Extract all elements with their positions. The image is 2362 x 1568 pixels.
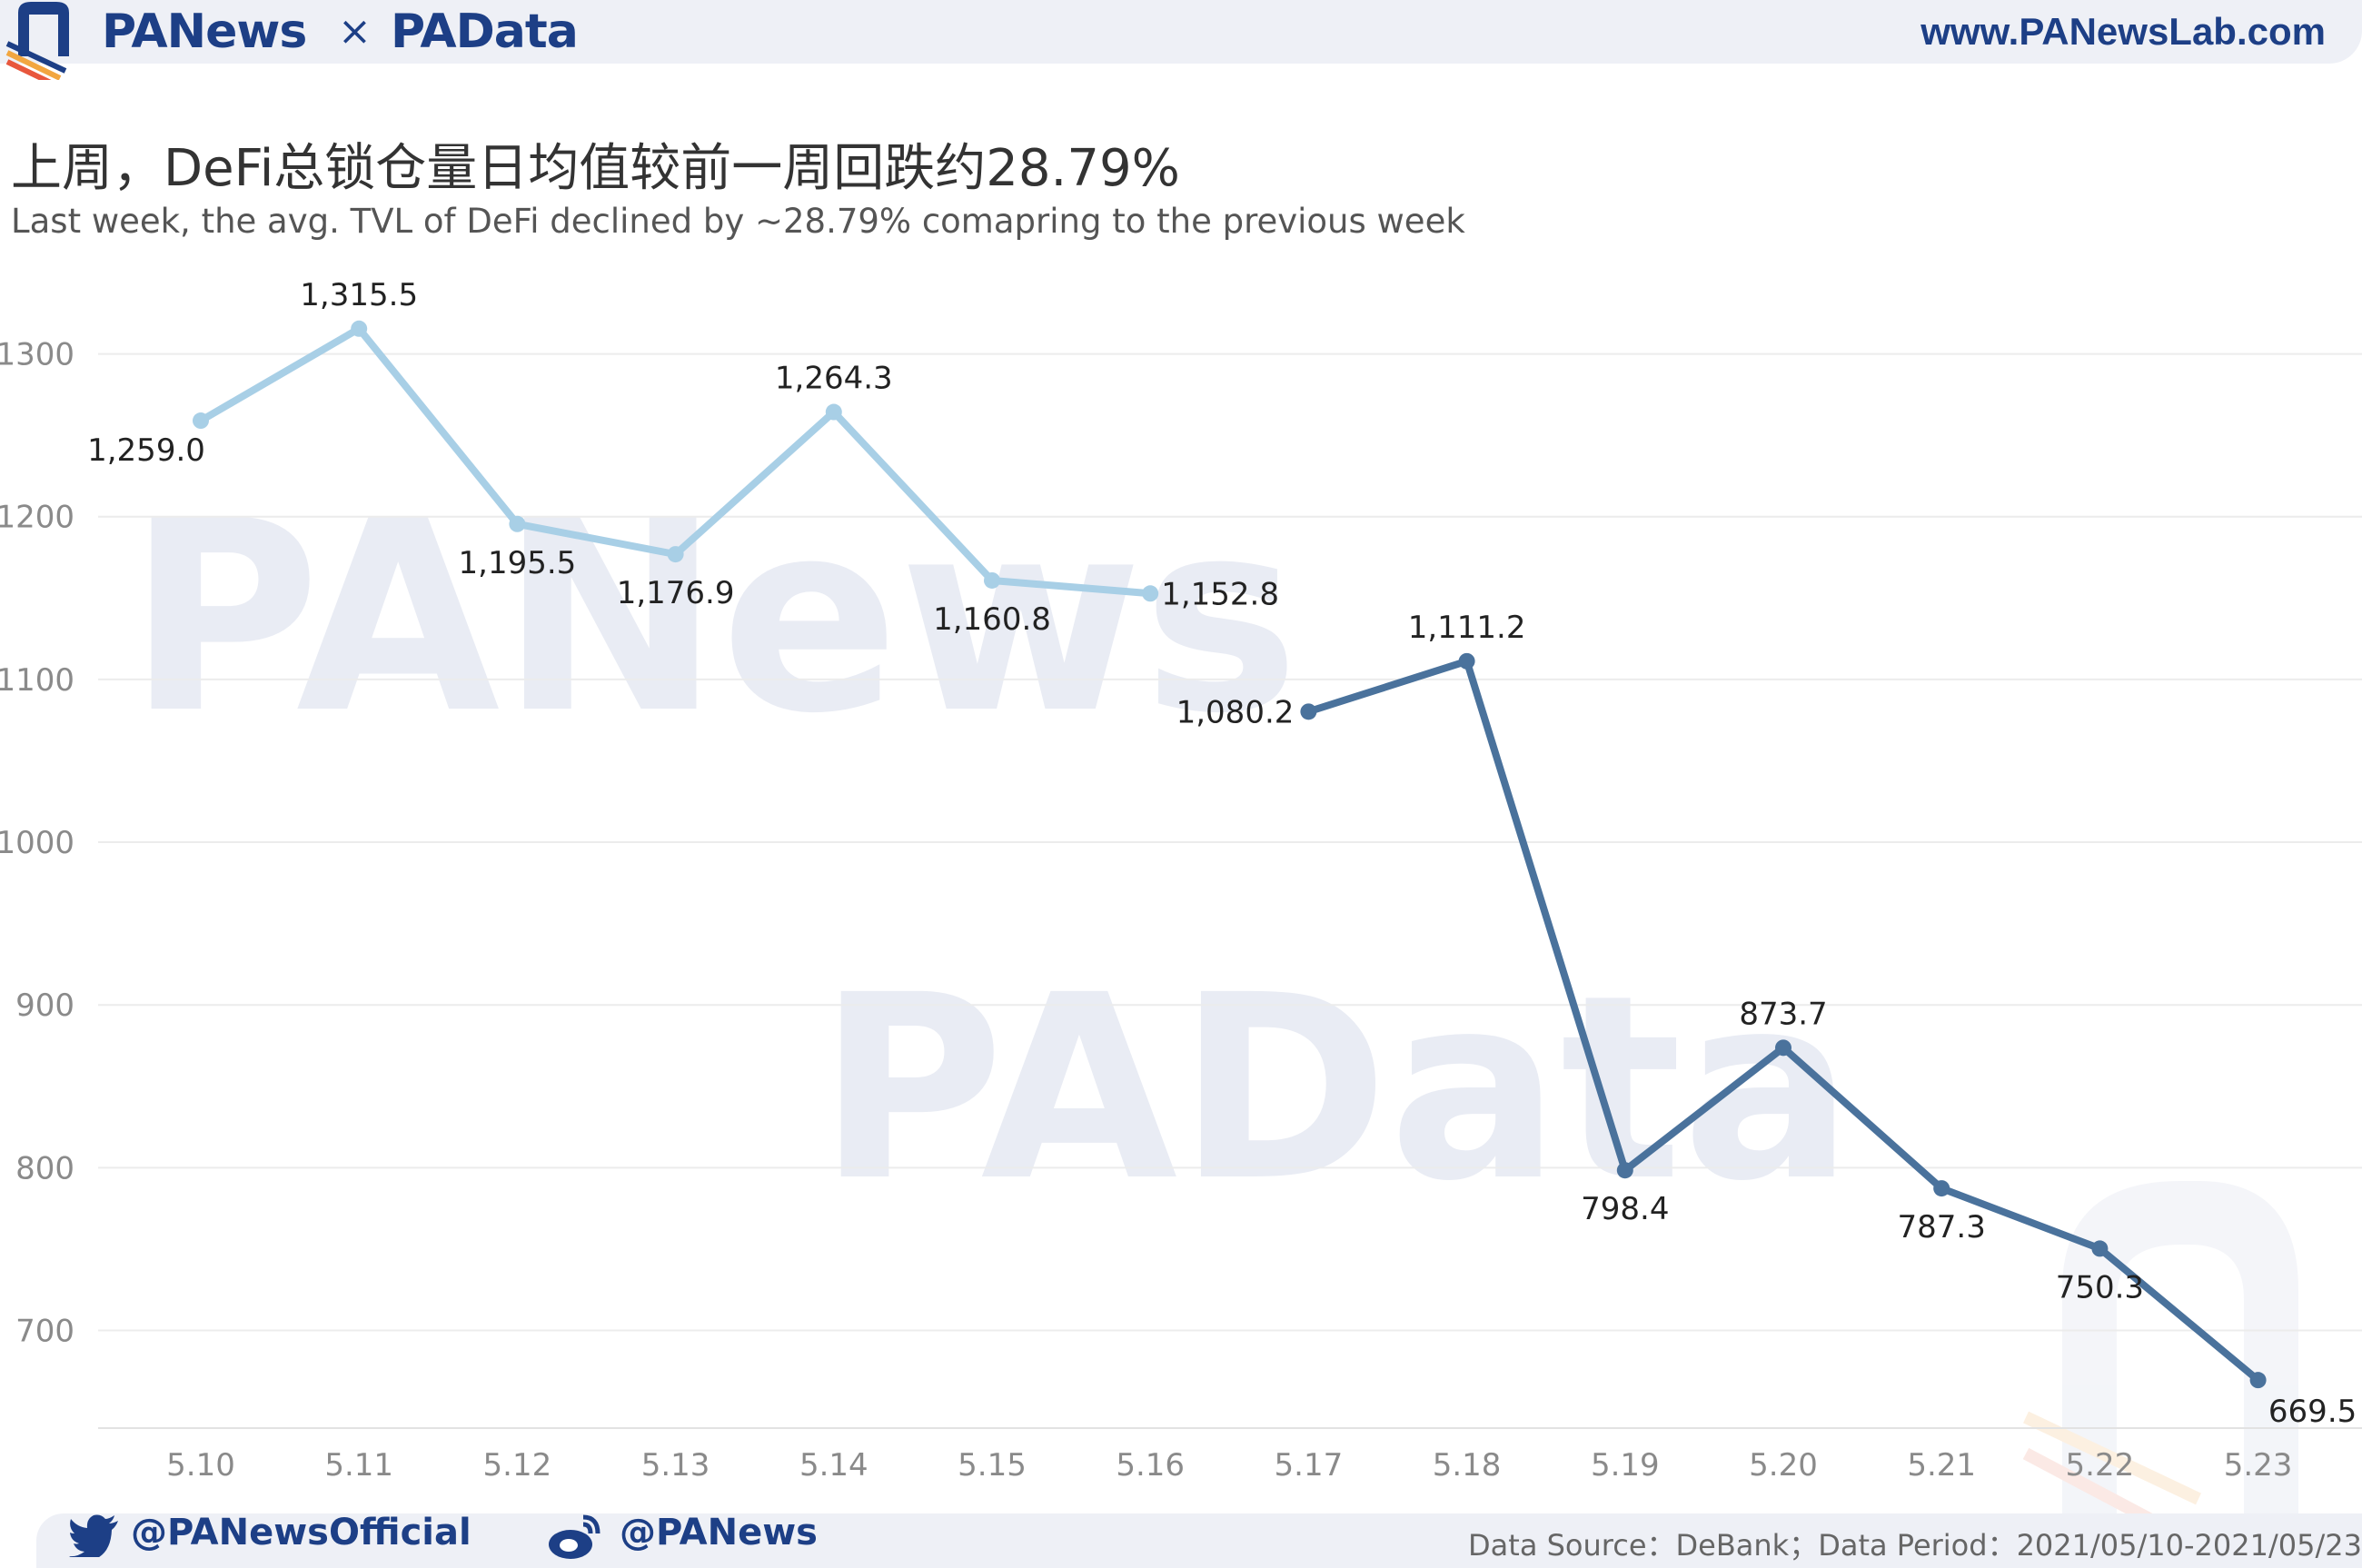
data-label: 1,152.8 [1161, 576, 1279, 612]
x-tick-label: 5.20 [1749, 1447, 1818, 1484]
data-point [667, 546, 684, 563]
data-point [1616, 1162, 1633, 1179]
data-point [509, 515, 526, 532]
y-tick-label: 1300 [0, 337, 74, 373]
data-point [825, 403, 842, 421]
data-label: 1,264.3 [775, 361, 893, 397]
data-point [1458, 652, 1475, 670]
x-tick-label: 5.19 [1591, 1447, 1660, 1484]
x-tick-label: 5.10 [166, 1447, 235, 1484]
data-label: 873.7 [1739, 996, 1827, 1032]
data-point [2249, 1372, 2267, 1389]
data-label: 1,160.8 [933, 601, 1051, 638]
brand-panews: PANews [102, 5, 307, 59]
data-label: 1,080.2 [1176, 694, 1295, 730]
data-label: 1,315.5 [300, 277, 418, 313]
data-point [351, 320, 368, 337]
y-tick-label: 1200 [0, 500, 74, 536]
axis-layer: 700 800 900 1000 1100 1200 1300 5.10 5.11 5.12 5.1… [0, 337, 2292, 1484]
data-point [2091, 1240, 2109, 1257]
data-point [984, 571, 1000, 589]
data-label: 669.5 [2268, 1394, 2357, 1430]
y-tick-label: 700 [15, 1314, 74, 1350]
brand-separator: × [338, 8, 372, 55]
chart-title: 上周，DeFi总锁仓量日均值较前一周回跌约28.79% [11, 139, 1180, 198]
footer-bar: @PANewsOfficial @PANews Data Source：DeBa… [36, 1512, 2362, 1568]
y-tick-label: 800 [15, 1150, 74, 1186]
y-tick-label: 1000 [0, 825, 74, 861]
data-label: 787.3 [1898, 1209, 1986, 1245]
data-label: 1,195.5 [459, 545, 577, 581]
twitter-icon[interactable] [69, 1513, 120, 1557]
y-tick-label: 1100 [0, 662, 74, 699]
x-tick-label: 5.14 [799, 1447, 868, 1484]
site-url-link[interactable]: www.PANewsLab.com [1920, 10, 2326, 53]
grid-layer [98, 352, 2362, 1429]
data-point [193, 412, 209, 430]
x-tick-label: 5.23 [2224, 1447, 2293, 1484]
watermark-panews: PANews [127, 465, 1299, 771]
label-layer: 1,259.0 1,315.5 1,195.5 1,176.9 1,264.3 1,160… [87, 277, 2357, 1430]
data-point [1300, 703, 1317, 720]
weibo-handle-link[interactable]: @PANews [620, 1512, 818, 1553]
x-tick-label: 5.21 [1907, 1447, 1976, 1484]
x-tick-label: 5.13 [641, 1447, 710, 1484]
data-point [1775, 1039, 1791, 1057]
data-label: 798.4 [1581, 1191, 1669, 1227]
x-tick-label: 5.22 [2066, 1447, 2135, 1484]
panews-logo-icon [5, 2, 69, 80]
data-label: 1,176.9 [617, 575, 735, 611]
data-point [1933, 1180, 1950, 1197]
x-tick-label: 5.12 [483, 1447, 552, 1484]
watermark-layer: PANews PAData [127, 465, 2298, 1542]
x-tick-label: 5.17 [1275, 1447, 1344, 1484]
x-tick-label: 5.11 [324, 1447, 393, 1484]
header-bar: PANews × PAData www.PANewsLab.com [0, 0, 2362, 80]
weibo-icon[interactable] [547, 1513, 601, 1559]
watermark-padata: PAData [818, 941, 1853, 1237]
data-label: 750.3 [2056, 1269, 2144, 1305]
brand-padata: PAData [391, 5, 579, 59]
chart-subtitle: Last week, the avg. TVL of DeFi declined… [11, 202, 1465, 241]
data-point [1142, 585, 1159, 602]
x-tick-label: 5.15 [958, 1447, 1027, 1484]
x-tick-label: 5.16 [1116, 1447, 1185, 1484]
data-source-note: Data Source：DeBank；Data Period：2021/05/1… [1468, 1528, 2362, 1563]
twitter-handle-link[interactable]: @PANewsOfficial [131, 1512, 471, 1553]
data-label: 1,111.2 [1408, 610, 1526, 646]
x-tick-label: 5.18 [1433, 1447, 1502, 1484]
data-label: 1,259.0 [87, 432, 205, 469]
series-layer [193, 320, 2267, 1389]
y-tick-label: 900 [15, 987, 74, 1024]
